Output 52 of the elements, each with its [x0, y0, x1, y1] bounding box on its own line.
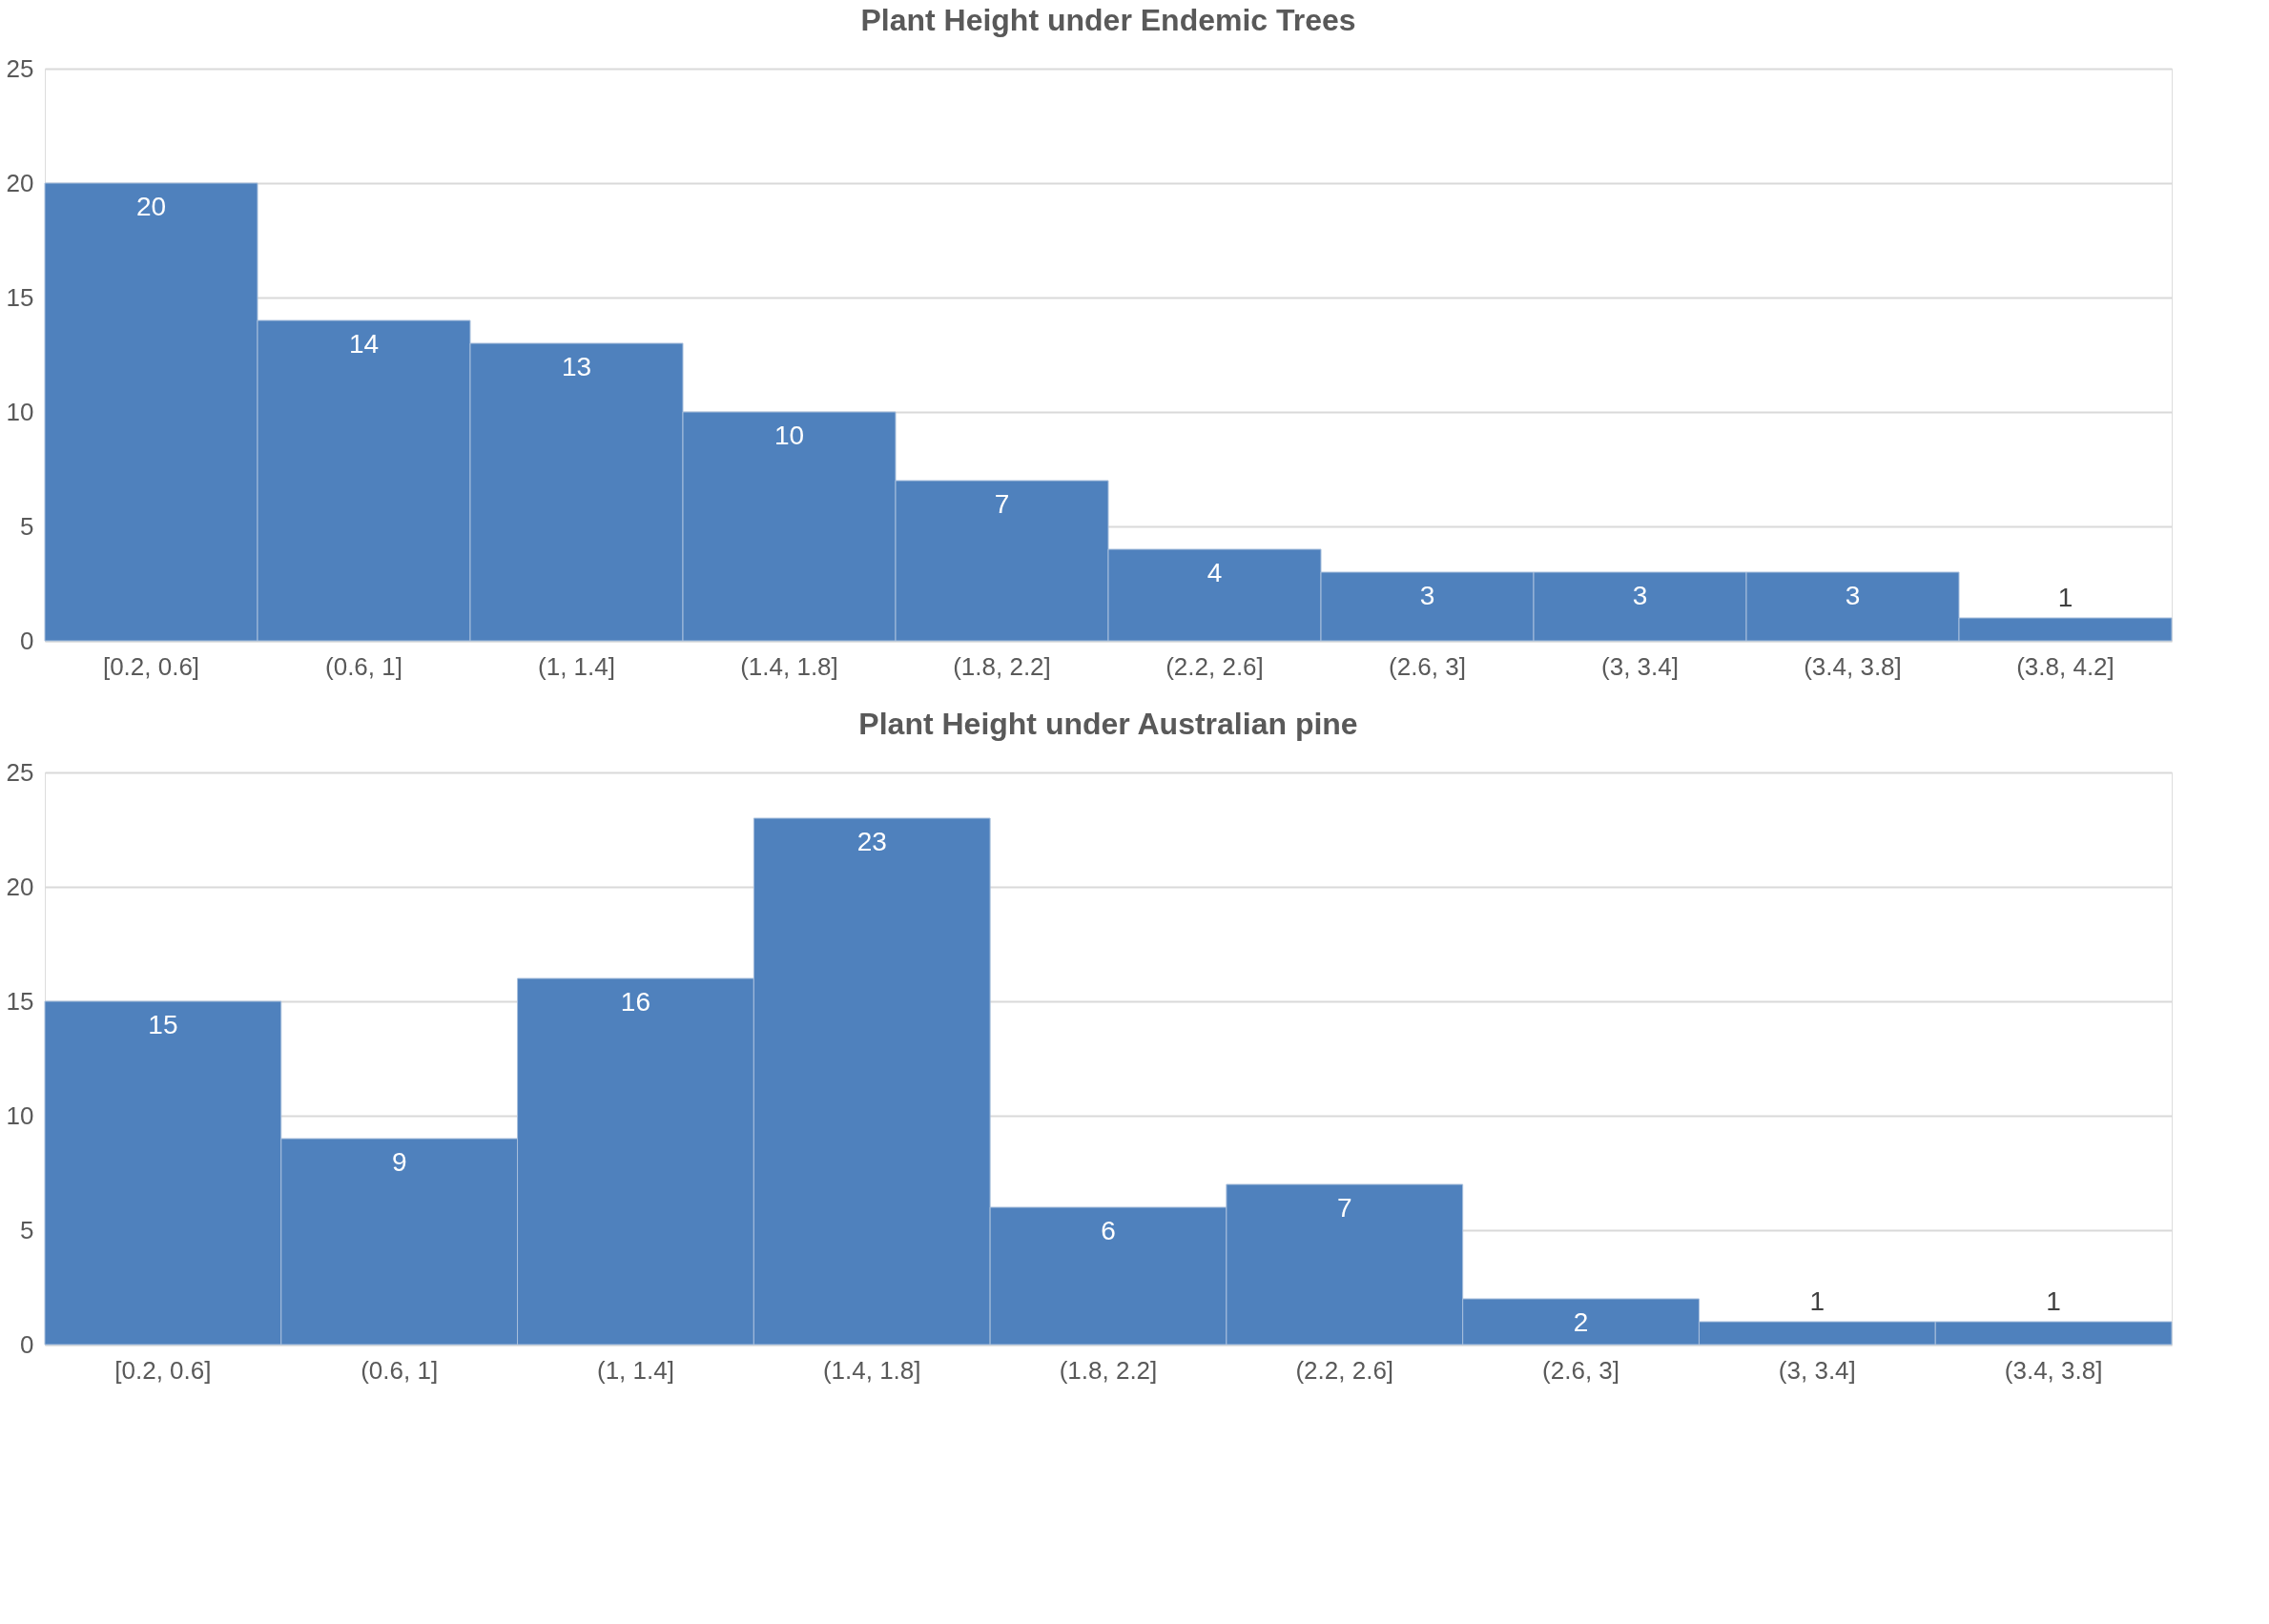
x-tick-label: (0.6, 1]	[325, 651, 402, 681]
x-tick-label: (0.6, 1]	[361, 1355, 439, 1385]
x-tick-label: (1.4, 1.8]	[822, 1355, 921, 1385]
x-tick-label: (3.4, 3.8]	[1804, 651, 1902, 681]
y-tick-label: 20	[6, 872, 34, 901]
chart-title: Plant Height under Endemic Trees	[860, 3, 1356, 37]
x-tick-label: [0.2, 0.6]	[102, 651, 200, 681]
data-label: 1	[2046, 1286, 2061, 1316]
data-label: 3	[1845, 581, 1861, 610]
data-label: 10	[774, 421, 805, 450]
x-tick-label: (3, 3.4]	[1601, 651, 1679, 681]
data-label: 7	[1336, 1193, 1352, 1223]
data-label: 16	[620, 987, 651, 1017]
data-label: 20	[135, 192, 167, 221]
y-tick-label: 0	[20, 1329, 34, 1359]
data-label: 1	[1809, 1286, 1826, 1316]
chart-title: Plant Height under Australian pine	[858, 707, 1358, 741]
y-tick-label: 25	[6, 757, 34, 787]
y-tick-label: 25	[6, 53, 34, 83]
x-tick-label: (2.6, 3]	[1389, 651, 1466, 681]
x-tick-label: (1, 1.4]	[538, 651, 615, 681]
y-tick-label: 10	[6, 397, 34, 426]
y-tick-label: 5	[20, 1215, 34, 1244]
data-label: 14	[348, 329, 380, 359]
x-tick-label: (2.6, 3]	[1542, 1355, 1620, 1385]
data-label: 4	[1207, 558, 1223, 587]
data-label: 15	[148, 1010, 178, 1039]
x-tick-label: (1.8, 2.2]	[1059, 1355, 1158, 1385]
y-tick-label: 15	[6, 282, 34, 312]
x-tick-label: (1.8, 2.2]	[953, 651, 1051, 681]
x-tick-label: (3.4, 3.8]	[2004, 1355, 2103, 1385]
y-tick-label: 10	[6, 1100, 34, 1130]
data-label: 2	[1573, 1307, 1589, 1337]
y-tick-label: 20	[6, 168, 34, 197]
data-label: 3	[1632, 581, 1648, 610]
y-tick-label: 0	[20, 626, 34, 655]
data-label: 3	[1419, 581, 1435, 610]
x-tick-label: (1.4, 1.8]	[740, 651, 838, 681]
x-tick-label: (3.8, 4.2]	[2016, 651, 2114, 681]
y-tick-label: 5	[20, 511, 34, 541]
data-label: 6	[1101, 1216, 1116, 1245]
data-label: 1	[2057, 583, 2073, 612]
data-label: 9	[391, 1147, 407, 1177]
x-tick-label: (1, 1.4]	[596, 1355, 674, 1385]
data-label: 23	[856, 827, 887, 856]
x-tick-label: (3, 3.4]	[1778, 1355, 1856, 1385]
y-tick-label: 15	[6, 986, 34, 1016]
x-tick-label: (2.2, 2.6]	[1165, 651, 1264, 681]
x-tick-label: (2.2, 2.6]	[1295, 1355, 1394, 1385]
data-label: 13	[561, 352, 592, 381]
x-tick-label: [0.2, 0.6]	[114, 1355, 212, 1385]
data-label: 7	[994, 489, 1010, 519]
